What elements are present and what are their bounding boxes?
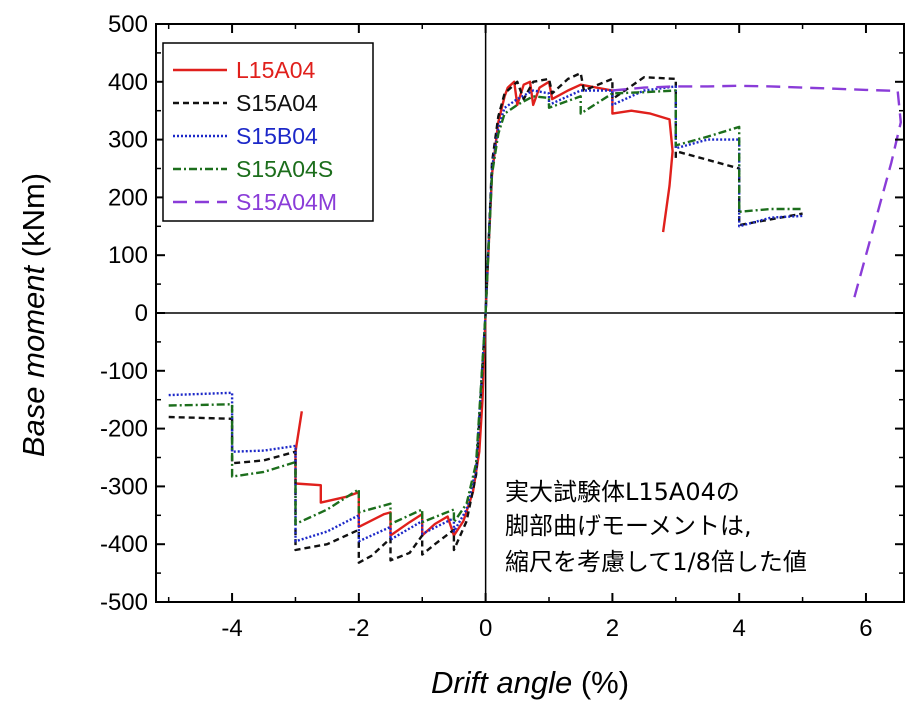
y-tick-label: -200 [100,416,148,443]
legend: L15A04 S15A04 S15B04 S15A04S S15A04M [162,42,374,222]
annotation-line-1: 実大試験体L15A04の [505,478,740,506]
y-tick-label: 100 [108,242,148,269]
legend-box [162,42,374,222]
x-tick-label: 2 [606,615,619,642]
x-tick-label: 6 [859,615,872,642]
y-tick-label: -400 [100,531,148,558]
series-layer [168,71,902,564]
series-line-s15a04s [168,89,803,526]
y-tick-label: -500 [100,589,148,616]
x-axis-title-main: Drift angle [431,665,572,700]
y-tick-label: 0 [135,300,148,327]
y-tick-label: -100 [100,358,148,385]
y-tick-label: 400 [108,69,148,96]
y-axis-title-unit: (kNm) [16,173,51,266]
series-line-s15a04 [168,71,803,564]
legend-label-l15a04: L15A04 [236,57,316,83]
y-axis-title-main: Base moment [16,264,51,457]
x-axis-title: Drift angle (%) [431,665,629,700]
x-tick-label: 0 [479,615,492,642]
legend-label-s15b04: S15B04 [236,123,318,149]
x-tick-label: -4 [221,615,242,642]
series-line-s15b04 [168,85,803,543]
y-tick-label: 300 [108,127,148,154]
annotation-line-3: 縮尺を考慮して1/8倍した値 [505,548,807,576]
legend-label-s15a04m: S15A04M [236,189,337,215]
y-tick-label: -300 [100,473,148,500]
annotation: 実大試験体L15A04の 脚部曲げモーメントは, 縮尺を考慮して1/8倍した値 [505,478,807,576]
series-line-s15a04m [612,84,902,302]
y-tick-label: 200 [108,184,148,211]
x-tick-label: -2 [348,615,369,642]
legend-label-s15a04: S15A04 [236,90,318,116]
x-tick-label: 4 [733,615,746,642]
x-axis-title-unit: (%) [572,665,629,700]
legend-label-s15a04s: S15A04S [236,156,333,182]
y-tick-label: 500 [108,11,148,38]
y-axis-title: Base moment (kNm) [16,173,51,457]
axis-ticks: -4 -2 0 2 4 6 -500 -400 -300 -200 -100 0 100 200 300 40… [100,11,904,642]
annotation-line-2: 脚部曲げモーメントは, [505,512,752,540]
